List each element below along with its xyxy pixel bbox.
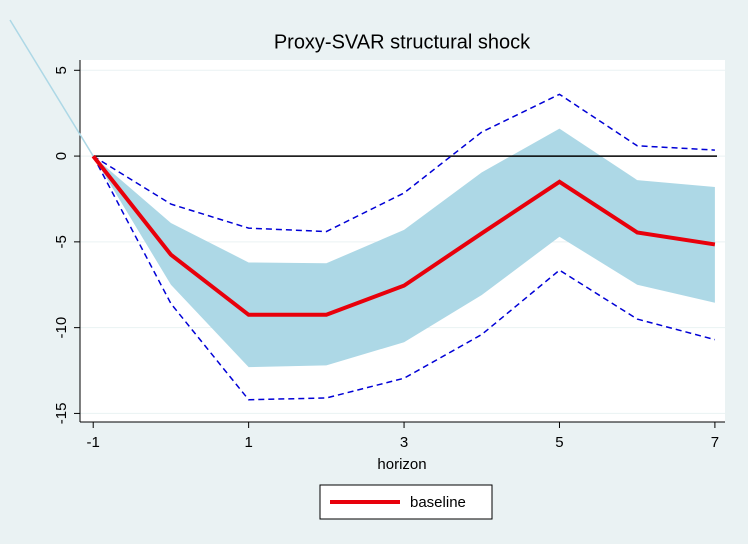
x-tick-label: 3 (400, 434, 408, 451)
x-axis-label: horizon (377, 456, 426, 473)
x-tick-label: 5 (555, 434, 563, 451)
x-tick-label: 1 (244, 434, 252, 451)
y-tick-label: -10 (53, 317, 70, 339)
y-tick-label: 0 (53, 152, 70, 160)
chart-title: Proxy-SVAR structural shock (274, 31, 531, 53)
band-artifact (9, 19, 94, 157)
y-tick-label: -15 (53, 403, 70, 425)
x-tick-label: 7 (711, 434, 719, 451)
legend-box (319, 484, 493, 520)
legend-label: baseline (410, 494, 466, 511)
line (91, 154, 716, 317)
y-tick-label: 5 (53, 66, 70, 74)
confidence-band (93, 128, 715, 368)
dashed-bound (92, 93, 715, 233)
y-tick-label: -5 (53, 235, 70, 248)
x-tick-label: -1 (87, 434, 100, 451)
